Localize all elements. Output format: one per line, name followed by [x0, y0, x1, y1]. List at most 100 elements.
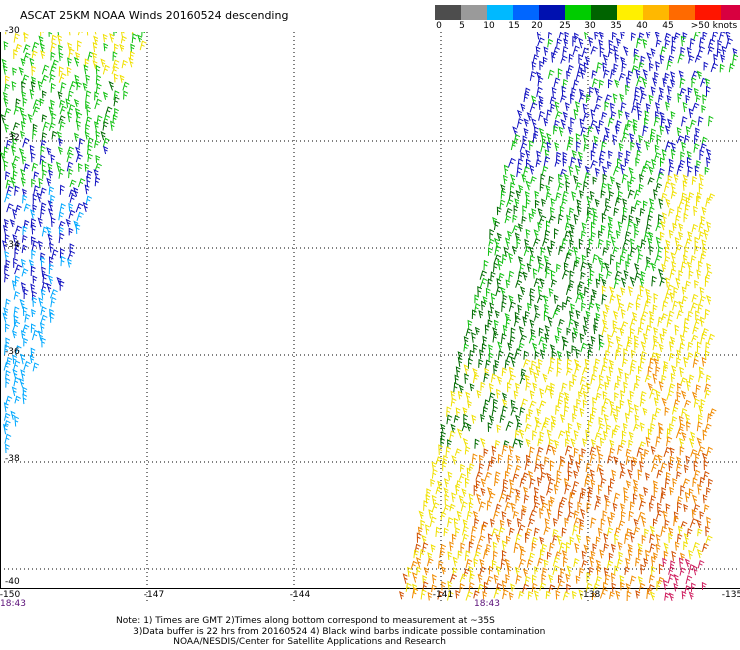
- wind-barb: [672, 406, 679, 415]
- wind-barb: [625, 341, 633, 351]
- wind-barb: [658, 343, 664, 353]
- wind-barb: [75, 112, 83, 123]
- wind-barb: [668, 229, 674, 239]
- wind-barb: [636, 447, 644, 457]
- wind-barb: [620, 56, 626, 65]
- wind-barb: [533, 229, 539, 239]
- wind-barb: [13, 32, 20, 43]
- wind-barb: [9, 218, 15, 228]
- wind-barb: [483, 259, 489, 271]
- wind-barb: [573, 405, 579, 415]
- wind-barb: [39, 154, 46, 165]
- wind-barb: [563, 173, 569, 183]
- wind-barb: [431, 574, 437, 584]
- wind-barb: [471, 414, 477, 424]
- wind-barb: [431, 494, 437, 505]
- wind-barb: [474, 294, 480, 304]
- wind-barb: [529, 255, 536, 265]
- wind-barb: [57, 146, 63, 155]
- wind-barb: [633, 335, 639, 345]
- wind-barb: [11, 162, 17, 171]
- wind-barb: [501, 392, 507, 401]
- wind-barb: [558, 542, 567, 553]
- wind-barb: [632, 94, 640, 105]
- wind-barb: [627, 543, 633, 553]
- wind-barb: [580, 68, 586, 79]
- wind-barb: [692, 102, 700, 111]
- wind-barb: [694, 54, 702, 63]
- pass-time-label: 18:43: [474, 599, 500, 609]
- wind-barb: [114, 43, 119, 52]
- wind-barb: [578, 238, 584, 249]
- wind-barb: [607, 117, 615, 127]
- wind-barb: [413, 549, 419, 559]
- wind-barb: [692, 477, 698, 487]
- legend-swatch: [591, 5, 617, 20]
- wind-barb: [502, 253, 508, 264]
- wind-barb: [30, 218, 37, 228]
- wind-barb: [94, 139, 100, 148]
- wind-barb: [550, 357, 556, 367]
- wind-barb: [691, 582, 696, 592]
- wind-barb: [571, 332, 577, 343]
- wind-barb: [546, 109, 553, 119]
- wind-barb: [478, 501, 486, 512]
- wind-barb: [499, 414, 506, 423]
- wind-barb: [612, 502, 618, 512]
- wind-barb: [615, 405, 621, 416]
- wind-barb: [443, 527, 449, 537]
- wind-barb: [572, 327, 579, 337]
- wind-barb: [592, 406, 597, 416]
- wind-barb: [50, 194, 56, 205]
- wind-barb: [673, 516, 679, 527]
- wind-barb: [696, 70, 702, 80]
- wind-barb: [702, 429, 708, 441]
- wind-barb: [541, 543, 548, 553]
- wind-barb: [468, 565, 474, 577]
- wind-barb: [510, 327, 516, 337]
- wind-barb: [570, 93, 575, 104]
- wind-barb: [587, 349, 593, 359]
- wind-barb: [628, 431, 634, 441]
- wind-barb: [652, 340, 660, 351]
- wind-barb: [653, 116, 661, 127]
- wind-barb: [443, 454, 449, 465]
- wind-barb: [453, 414, 460, 423]
- wind-barb: [582, 103, 588, 114]
- wind-barb: [510, 173, 516, 184]
- wind-barb: [20, 168, 26, 179]
- wind-barb: [558, 245, 565, 255]
- wind-barb: [679, 567, 687, 576]
- wind-barb: [650, 47, 656, 57]
- wind-barb: [68, 227, 74, 236]
- wind-barb: [405, 582, 412, 592]
- wind-barb: [509, 487, 516, 497]
- wind-barb: [721, 45, 727, 55]
- wind-barb: [530, 176, 537, 184]
- wind-barb: [499, 519, 505, 529]
- wind-barb: [14, 185, 20, 196]
- wind-barb: [636, 244, 642, 256]
- wind-barb: [634, 86, 641, 97]
- wind-barb: [590, 150, 596, 161]
- wind-barb: [645, 324, 653, 335]
- wind-barb: [542, 237, 550, 247]
- wind-barb: [50, 296, 57, 308]
- wind-barb: [655, 509, 664, 520]
- wind-barb: [614, 270, 622, 280]
- wind-barb: [646, 52, 652, 63]
- wind-barb: [585, 429, 591, 441]
- wind-barb: [597, 484, 603, 495]
- wind-barb: [435, 486, 443, 495]
- wind-barb: [532, 268, 538, 279]
- wind-barb: [23, 203, 31, 212]
- wind-barb: [548, 500, 554, 511]
- wind-barb: [30, 152, 36, 163]
- wind-barb: [695, 452, 701, 463]
- wind-barb: [696, 437, 702, 447]
- wind-barb: [651, 262, 657, 272]
- wind-barb: [667, 118, 673, 128]
- wind-barb: [560, 94, 567, 103]
- wind-barb: [497, 259, 503, 271]
- wind-barb: [5, 323, 10, 333]
